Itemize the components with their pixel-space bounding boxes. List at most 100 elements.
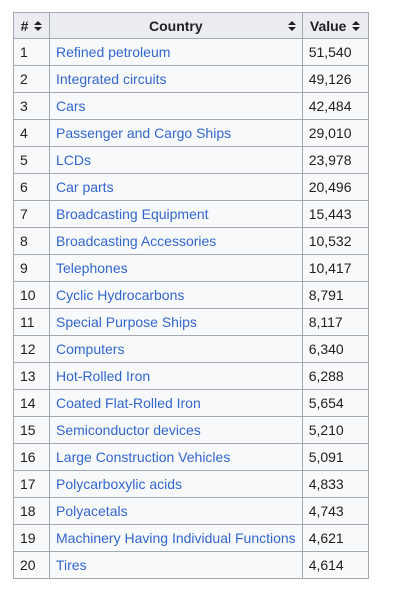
sort-arrows-icon[interactable]	[34, 20, 43, 32]
rank-cell: 9	[13, 254, 50, 282]
country-header-label: Country	[149, 17, 203, 34]
product-link[interactable]: Polycarboxylic acids	[56, 476, 183, 492]
product-link[interactable]: Passenger and Cargo Ships	[56, 125, 232, 141]
sort-arrows-icon[interactable]	[352, 20, 361, 32]
product-link[interactable]: Cars	[56, 98, 86, 114]
product-link[interactable]: Cyclic Hydrocarbons	[56, 287, 185, 303]
product-link[interactable]: Car parts	[56, 179, 114, 195]
exports-table: # Country Value 1 Refi	[13, 12, 369, 579]
name-cell: Integrated circuits	[49, 65, 303, 93]
table-row: 1 Refined petroleum 51,540	[13, 38, 369, 66]
table-row: 15 Semiconductor devices 5,210	[13, 416, 369, 444]
table-row: 9 Telephones 10,417	[13, 254, 369, 282]
value-cell: 20,496	[301, 173, 369, 201]
value-cell: 5,654	[301, 389, 369, 417]
country-column-header[interactable]: Country	[49, 12, 303, 39]
name-cell: Semiconductor devices	[49, 416, 303, 444]
name-cell: Broadcasting Accessories	[49, 227, 303, 255]
product-link[interactable]: Machinery Having Individual Functions	[56, 530, 296, 546]
product-link[interactable]: Polyacetals	[56, 503, 128, 519]
product-link[interactable]: Special Purpose Ships	[56, 314, 197, 330]
table-row: 5 LCDs 23,978	[13, 146, 369, 174]
table-header-row: # Country Value	[13, 12, 369, 39]
table-row: 2 Integrated circuits 49,126	[13, 65, 369, 93]
value-cell: 6,288	[301, 362, 369, 390]
value-cell: 10,532	[301, 227, 369, 255]
name-cell: Passenger and Cargo Ships	[49, 119, 303, 147]
rank-cell: 12	[13, 335, 50, 363]
value-cell: 4,743	[301, 497, 369, 525]
name-cell: Coated Flat-Rolled Iron	[49, 389, 303, 417]
value-cell: 4,614	[301, 551, 369, 579]
rank-cell: 16	[13, 443, 50, 471]
rank-cell: 15	[13, 416, 50, 444]
table-row: 4 Passenger and Cargo Ships 29,010	[13, 119, 369, 147]
sort-arrows-icon[interactable]	[287, 20, 296, 32]
name-cell: Refined petroleum	[49, 38, 303, 66]
product-link[interactable]: Telephones	[56, 260, 128, 276]
name-cell: Polycarboxylic acids	[49, 470, 303, 498]
table-row: 8 Broadcasting Accessories 10,532	[13, 227, 369, 255]
table-row: 17 Polycarboxylic acids 4,833	[13, 470, 369, 498]
product-link[interactable]: Large Construction Vehicles	[56, 449, 231, 465]
value-cell: 6,340	[301, 335, 369, 363]
rank-cell: 17	[13, 470, 50, 498]
product-link[interactable]: Broadcasting Accessories	[56, 233, 217, 249]
value-cell: 5,210	[301, 416, 369, 444]
product-link[interactable]: Coated Flat-Rolled Iron	[56, 395, 201, 411]
value-cell: 8,117	[301, 308, 369, 336]
rank-cell: 6	[13, 173, 50, 201]
rank-cell: 1	[13, 38, 50, 66]
name-cell: Car parts	[49, 173, 303, 201]
product-link[interactable]: Broadcasting Equipment	[56, 206, 209, 222]
name-cell: Special Purpose Ships	[49, 308, 303, 336]
value-cell: 4,833	[301, 470, 369, 498]
rank-cell: 8	[13, 227, 50, 255]
rank-cell: 5	[13, 146, 50, 174]
rank-cell: 20	[13, 551, 50, 579]
table-row: 10 Cyclic Hydrocarbons 8,791	[13, 281, 369, 309]
value-cell: 49,126	[301, 65, 369, 93]
product-link[interactable]: Tires	[56, 557, 87, 573]
name-cell: Machinery Having Individual Functions	[49, 524, 303, 552]
value-column-header[interactable]: Value	[301, 12, 369, 39]
table-body: 1 Refined petroleum 51,540 2 Integrated circ…	[13, 38, 369, 579]
value-cell: 5,091	[301, 443, 369, 471]
product-link[interactable]: Semiconductor devices	[56, 422, 201, 438]
table-row: 18 Polyacetals 4,743	[13, 497, 369, 525]
value-cell: 42,484	[301, 92, 369, 120]
name-cell: Large Construction Vehicles	[49, 443, 303, 471]
rank-cell: 13	[13, 362, 50, 390]
name-cell: Cars	[49, 92, 303, 120]
value-cell: 4,621	[301, 524, 369, 552]
product-link[interactable]: Integrated circuits	[56, 71, 167, 87]
product-link[interactable]: Hot-Rolled Iron	[56, 368, 151, 384]
value-cell: 29,010	[301, 119, 369, 147]
rank-column-header[interactable]: #	[13, 12, 50, 39]
table-row: 11 Special Purpose Ships 8,117	[13, 308, 369, 336]
rank-cell: 18	[13, 497, 50, 525]
product-link[interactable]: LCDs	[56, 152, 92, 168]
table-row: 3 Cars 42,484	[13, 92, 369, 120]
name-cell: Cyclic Hydrocarbons	[49, 281, 303, 309]
value-cell: 8,791	[301, 281, 369, 309]
value-cell: 10,417	[301, 254, 369, 282]
product-link[interactable]: Refined petroleum	[56, 44, 171, 60]
table-row: 14 Coated Flat-Rolled Iron 5,654	[13, 389, 369, 417]
product-link[interactable]: Computers	[56, 341, 125, 357]
value-cell: 23,978	[301, 146, 369, 174]
rank-cell: 11	[13, 308, 50, 336]
rank-cell: 7	[13, 200, 50, 228]
exports-table-container: # Country Value 1 Refi	[13, 12, 369, 579]
value-header-label: Value	[309, 17, 347, 34]
name-cell: Broadcasting Equipment	[49, 200, 303, 228]
table-row: 6 Car parts 20,496	[13, 173, 369, 201]
rank-cell: 4	[13, 119, 50, 147]
value-cell: 15,443	[301, 200, 369, 228]
table-row: 16 Large Construction Vehicles 5,091	[13, 443, 369, 471]
name-cell: Telephones	[49, 254, 303, 282]
table-row: 7 Broadcasting Equipment 15,443	[13, 200, 369, 228]
name-cell: Computers	[49, 335, 303, 363]
table-row: 12 Computers 6,340	[13, 335, 369, 363]
rank-cell: 2	[13, 65, 50, 93]
